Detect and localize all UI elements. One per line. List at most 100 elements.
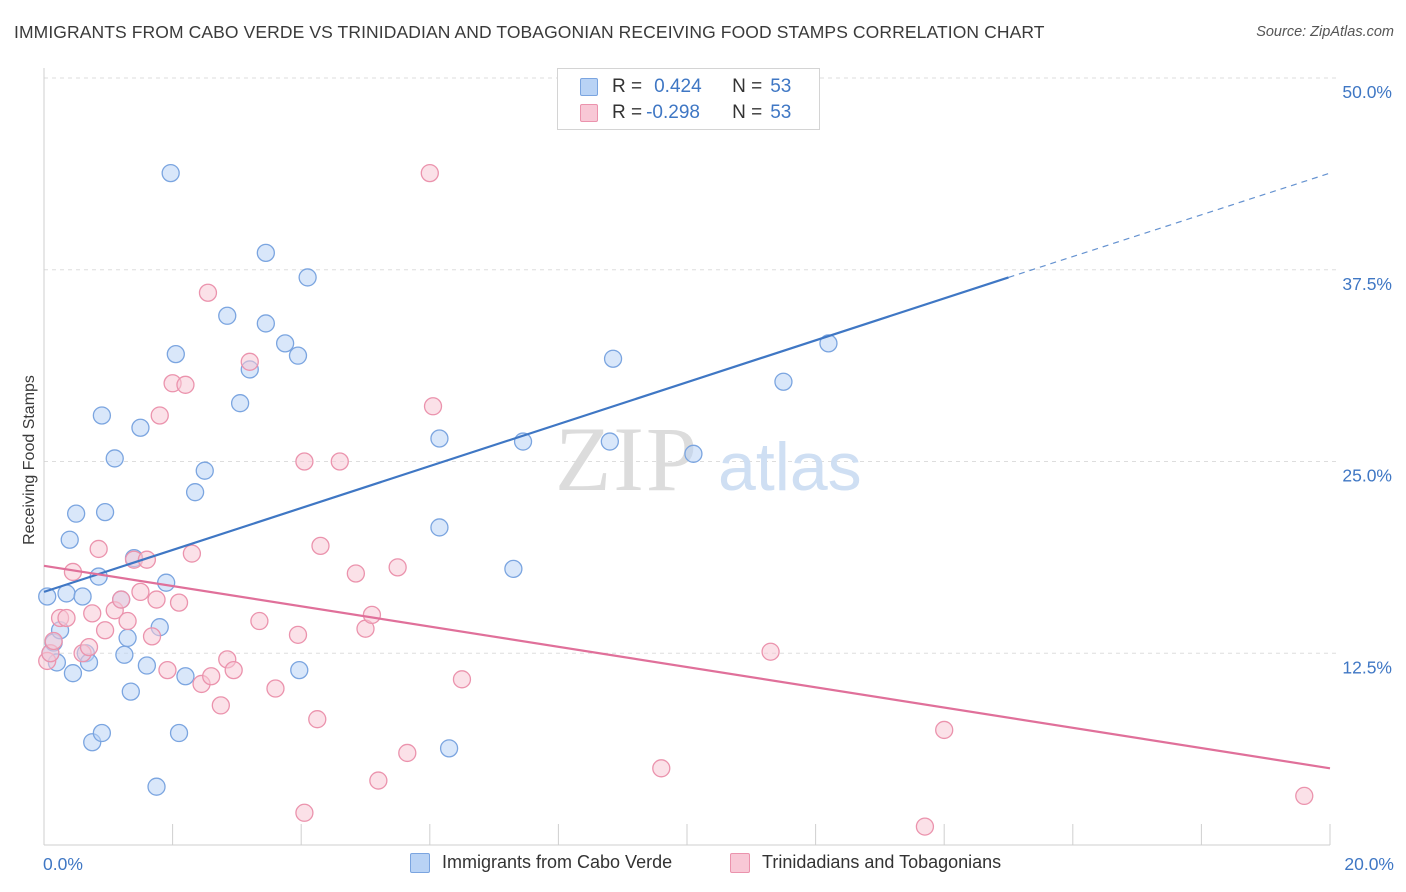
point-cabo-verde — [161, 163, 180, 183]
point-cabo-verde — [684, 444, 703, 463]
point-cabo-verde — [230, 394, 250, 413]
x-tick-labels: 0.0% 20.0% — [43, 854, 1394, 874]
point-trinidadian — [131, 582, 150, 602]
x-tick-label-max: 20.0% — [1344, 854, 1394, 874]
point-cabo-verde — [290, 660, 309, 680]
point-cabo-verde — [819, 334, 838, 353]
legend-r-label: R = — [612, 102, 643, 123]
point-cabo-verde — [92, 723, 112, 743]
point-trinidadian — [79, 637, 99, 657]
point-trinidadian — [308, 710, 327, 729]
point-trinidadian — [761, 642, 780, 661]
point-trinidadian — [176, 375, 195, 394]
point-cabo-verde — [63, 664, 83, 683]
point-trinidadian — [211, 696, 230, 715]
point-trinidadian — [240, 352, 259, 371]
legend-swatch-pink — [580, 104, 598, 122]
point-trinidadian — [295, 452, 314, 471]
point-trinidadian — [295, 803, 314, 822]
watermark-zip: ZIP — [555, 408, 699, 510]
series-legend-cabo-verde: Immigrants from Cabo Verde — [410, 852, 672, 873]
point-trinidadian — [158, 660, 177, 680]
point-trinidadian — [388, 558, 407, 577]
series-legend-trinidadian: Trinidadians and Tobagonians — [730, 852, 1001, 873]
legend-r-value: 0.424 — [654, 76, 702, 97]
point-trinidadian — [150, 406, 169, 425]
point-trinidadian — [142, 627, 162, 646]
series-name-cabo-verde: Immigrants from Cabo Verde — [442, 852, 673, 872]
point-trinidadian — [44, 631, 63, 651]
point-cabo-verde — [95, 502, 115, 522]
point-cabo-verde — [256, 243, 275, 263]
point-trinidadian — [57, 608, 76, 628]
point-trinidadian — [137, 550, 157, 569]
point-trinidadian — [250, 611, 269, 631]
point-trinidadian — [452, 670, 472, 689]
legend-row-trinidadian: R = -0.298 N = 53 — [580, 101, 791, 125]
point-cabo-verde — [504, 559, 523, 579]
point-cabo-verde — [169, 723, 189, 743]
trend-line-trinidadian — [43, 564, 1331, 770]
point-trinidadian — [266, 679, 285, 698]
point-trinidadian — [198, 283, 218, 302]
y-tick-label: 50.0% — [1342, 82, 1392, 102]
chart-title: IMMIGRANTS FROM CABO VERDE VS TRINIDADIA… — [14, 22, 1045, 42]
point-cabo-verde — [105, 449, 124, 468]
point-cabo-verde — [115, 645, 134, 664]
series-name-trinidadian: Trinidadians and Tobagonians — [762, 852, 1002, 872]
data-points — [38, 163, 1314, 836]
axes — [43, 68, 1331, 846]
series-swatch-pink — [730, 852, 750, 873]
point-trinidadian — [169, 593, 189, 612]
point-trinidadian — [915, 817, 935, 836]
x-tick-label-min: 0.0% — [43, 854, 83, 874]
point-cabo-verde — [118, 628, 137, 648]
point-cabo-verde — [298, 268, 317, 287]
point-cabo-verde — [157, 573, 176, 592]
point-cabo-verde — [73, 587, 92, 606]
legend-n-value: 53 — [770, 102, 792, 123]
point-cabo-verde — [256, 314, 275, 333]
point-trinidadian — [288, 625, 308, 644]
point-cabo-verde — [121, 682, 140, 701]
point-trinidadian — [224, 660, 243, 680]
point-trinidadian — [330, 452, 349, 471]
point-cabo-verde — [137, 656, 157, 675]
point-trinidadian — [147, 590, 166, 609]
point-trinidadian — [202, 667, 221, 686]
point-trinidadian — [652, 759, 671, 778]
point-cabo-verde — [430, 429, 449, 448]
watermark: ZIP atlas — [555, 408, 862, 510]
point-trinidadian — [935, 720, 954, 740]
trend-line-extension-cabo-verde — [1008, 172, 1331, 278]
point-cabo-verde — [275, 334, 295, 353]
legend-n-label: N = — [732, 102, 763, 123]
point-cabo-verde — [600, 432, 619, 451]
point-cabo-verde — [603, 349, 623, 368]
point-trinidadian — [423, 397, 443, 416]
point-cabo-verde — [774, 372, 793, 391]
point-cabo-verde — [218, 306, 237, 325]
point-cabo-verde — [147, 777, 166, 796]
point-trinidadian — [83, 604, 102, 623]
point-cabo-verde — [439, 739, 459, 758]
trend-line-cabo-verde — [43, 276, 1009, 593]
point-cabo-verde — [430, 518, 449, 537]
y-tick-label: 25.0% — [1342, 466, 1392, 486]
watermark-atlas: atlas — [718, 429, 862, 505]
point-cabo-verde — [67, 504, 86, 523]
series-swatch-blue — [410, 852, 430, 873]
legend-n-value: 53 — [770, 76, 792, 97]
point-trinidadian — [182, 544, 202, 563]
point-trinidadian — [398, 743, 417, 763]
point-trinidadian — [95, 621, 115, 640]
trend-lines — [43, 172, 1331, 770]
point-trinidadian — [420, 163, 439, 183]
gridlines — [44, 77, 1336, 654]
point-cabo-verde — [92, 406, 112, 425]
y-tick-label: 12.5% — [1342, 657, 1392, 677]
point-trinidadian — [1295, 786, 1314, 806]
point-cabo-verde — [288, 346, 308, 365]
correlation-legend: R = 0.424 N = 53 R = -0.298 N = 53 — [557, 68, 820, 130]
point-cabo-verde — [131, 418, 150, 437]
